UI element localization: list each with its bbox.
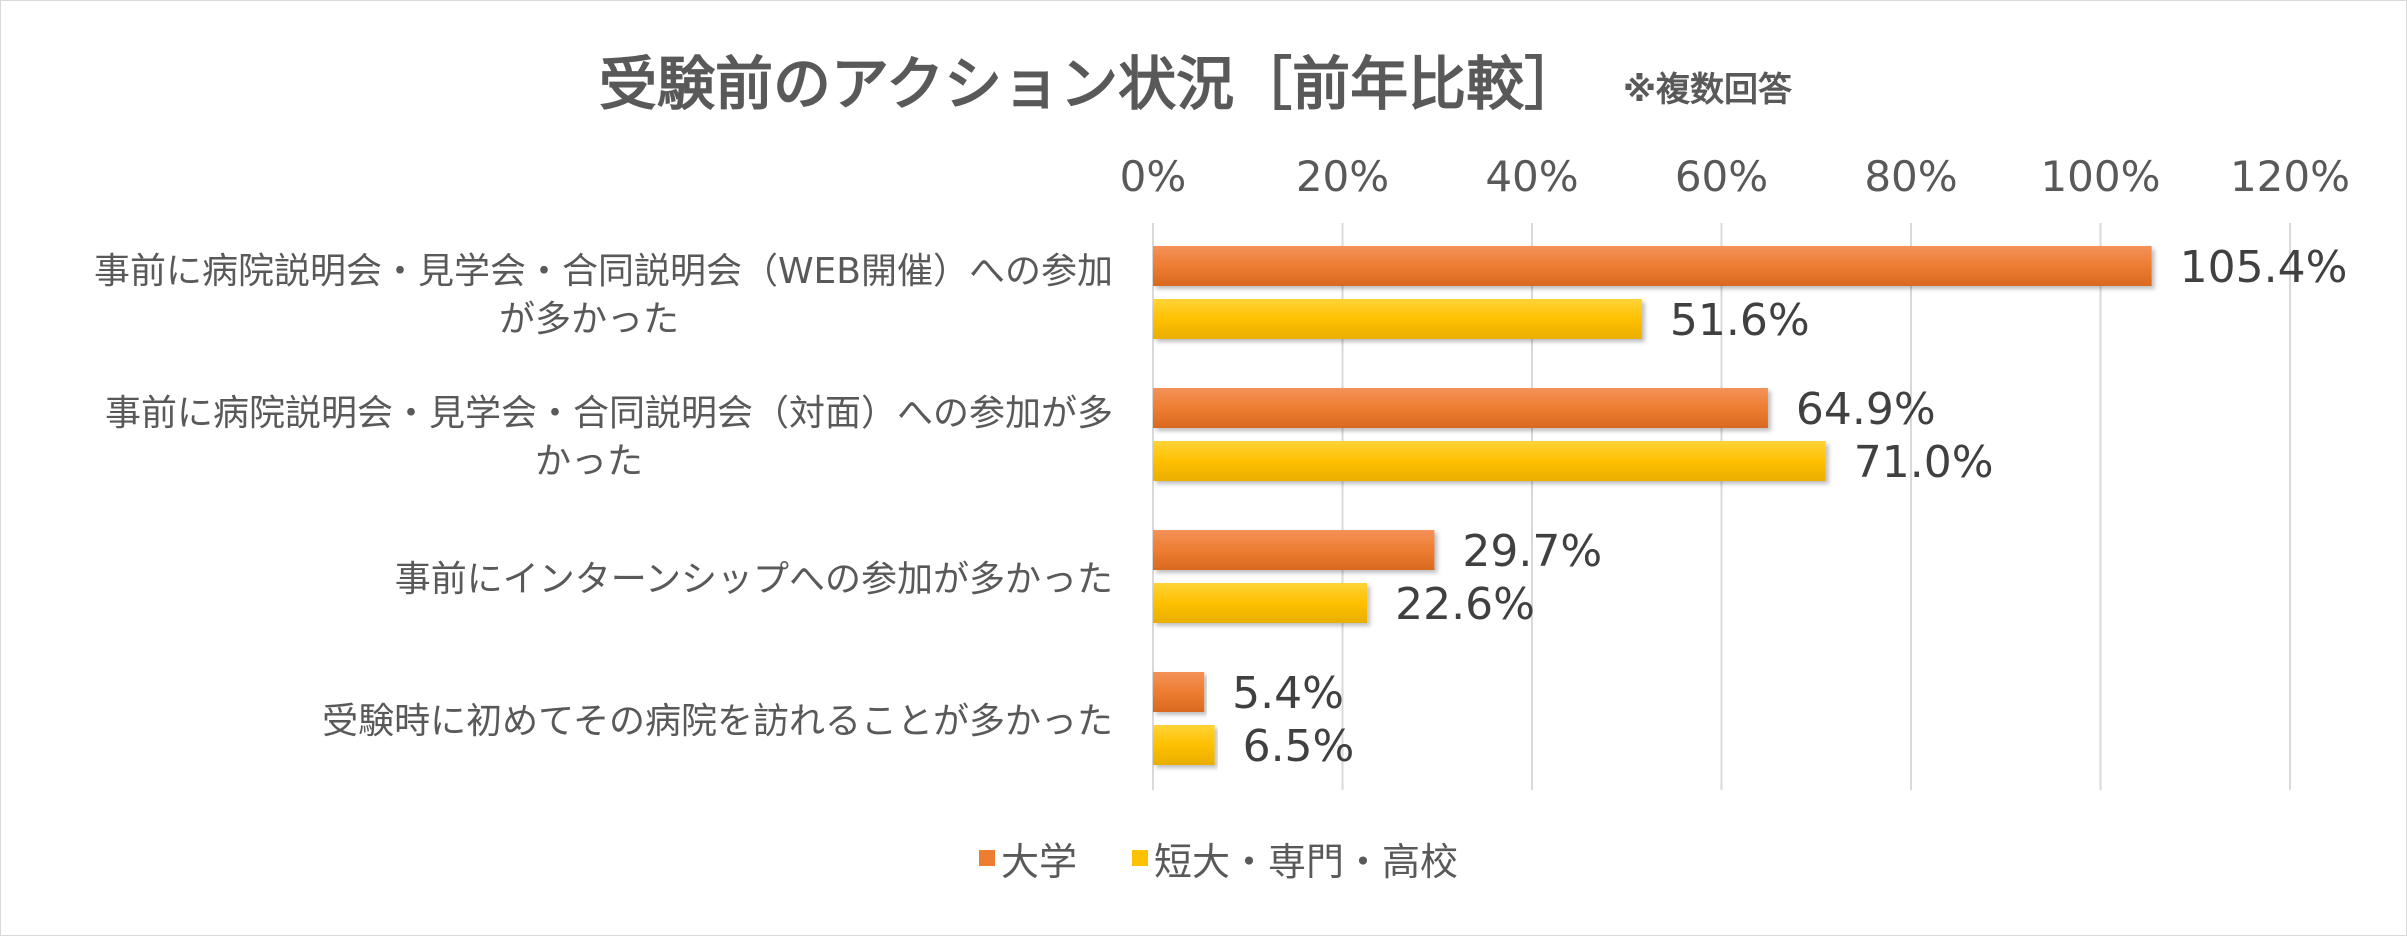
bar — [1153, 299, 1642, 339]
data-label: 64.9% — [1796, 384, 1936, 435]
x-tick-label: 80% — [1864, 152, 1957, 201]
data-label: 22.6% — [1395, 579, 1535, 630]
chart-title: 受験前のアクション状況［前年比較］ — [599, 50, 1582, 118]
legend-label: 大学 — [1001, 840, 1077, 884]
bar — [1153, 725, 1215, 765]
data-label: 105.4% — [2180, 242, 2348, 293]
data-label: 6.5% — [1243, 721, 1355, 772]
bar — [1153, 672, 1205, 712]
data-labels: 105.4% 64.9% 29.7% 5.4% 51.6% 71.0% 22.6% 6.5% — [1232, 242, 2347, 772]
bar — [1153, 583, 1368, 623]
x-tick-label: 40% — [1485, 152, 1578, 201]
data-label: 51.6% — [1670, 295, 1810, 346]
bar — [1153, 441, 1826, 481]
category-label: 受験時に初めてその病院を訪れることが多かった — [322, 701, 1113, 742]
legend-label: 短大・専門・高校 — [1154, 840, 1458, 884]
x-axis-tick-labels: 0% 20% 40% 60% 80% 100% 120% — [1120, 152, 2350, 201]
legend-swatch — [1132, 850, 1148, 866]
bar — [1153, 388, 1768, 428]
x-tick-label: 20% — [1296, 152, 1389, 201]
category-label: 事前に病院説明会・見学会・合同説明会（対面）への参加が多 — [105, 393, 1113, 434]
category-label: 事前にインターンシップへの参加が多かった — [395, 559, 1113, 600]
x-tick-label: 120% — [2230, 152, 2350, 201]
x-tick-label: 60% — [1675, 152, 1768, 201]
bar — [1153, 246, 2152, 286]
data-label: 29.7% — [1462, 526, 1602, 577]
category-label: かった — [535, 441, 643, 482]
category-label: 事前に病院説明会・見学会・合同説明会（WEB開催）への参加 — [94, 251, 1113, 292]
data-label: 5.4% — [1232, 668, 1344, 719]
category-labels: 事前に病院説明会・見学会・合同説明会（WEB開催）への参加が多かった事前に病院説… — [94, 251, 1113, 742]
bars — [1153, 246, 2152, 765]
data-label: 71.0% — [1854, 437, 1994, 488]
legend-swatch — [979, 850, 995, 866]
x-tick-label: 100% — [2040, 152, 2160, 201]
x-tick-label: 0% — [1120, 152, 1187, 201]
chart-subtitle: ※複数回答 — [1623, 70, 1793, 110]
legend: 大学 短大・専門・高校 — [979, 840, 1458, 884]
category-label: が多かった — [499, 299, 679, 340]
bar — [1153, 530, 1435, 570]
